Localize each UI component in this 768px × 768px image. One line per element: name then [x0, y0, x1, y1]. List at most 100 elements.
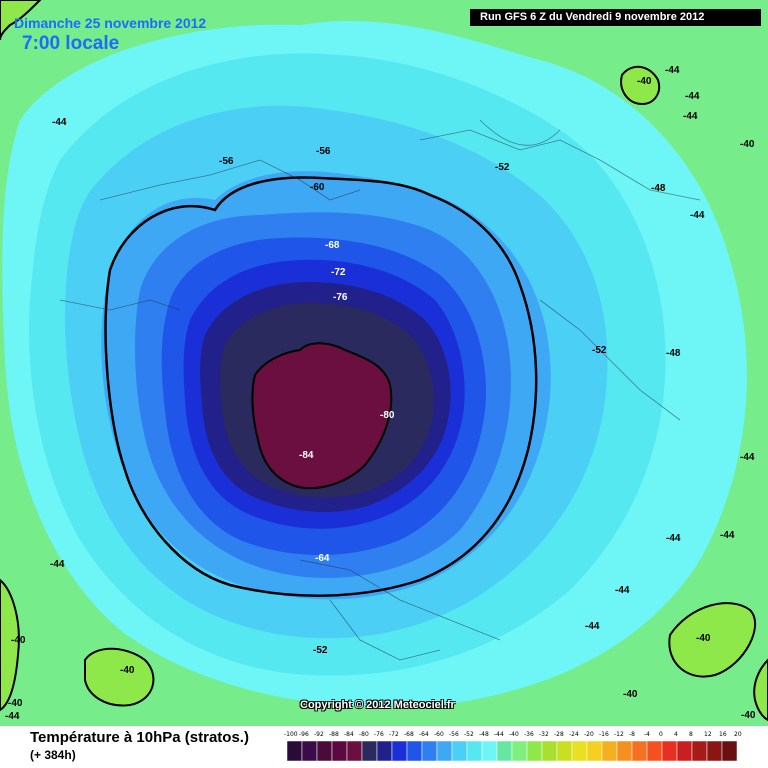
contour-label: -44 — [685, 91, 700, 102]
contour-label: -40 — [623, 689, 638, 700]
scale-swatch — [526, 740, 543, 762]
scale-tick-label: -88 — [329, 731, 339, 738]
scale-tick-label: -12 — [614, 731, 624, 738]
scale-tick-label: -40 — [509, 731, 519, 738]
scale-tick-label: -72 — [389, 731, 399, 738]
scale-tick-label: -8 — [629, 731, 635, 738]
run-banner: Run GFS 6 Z du Vendredi 9 novembre 2012 — [470, 9, 761, 26]
scale-tick-label: -48 — [479, 731, 489, 738]
scale-tick-label: 12 — [704, 731, 712, 738]
scale-swatch — [646, 740, 663, 762]
scale-tick-label: -96 — [299, 731, 309, 738]
forecast-lead-time: (+ 384h) — [30, 748, 76, 762]
scale-swatch — [346, 740, 363, 762]
forecast-date: Dimanche 25 novembre 2012 — [14, 15, 207, 31]
contour-label: -44 — [720, 530, 735, 541]
scale-swatch — [691, 740, 708, 762]
scale-tick-label: 8 — [689, 731, 693, 738]
scale-swatch — [481, 740, 498, 762]
scale-swatch — [661, 740, 678, 762]
scale-swatch — [286, 740, 303, 762]
scale-swatch — [676, 740, 693, 762]
contour-label: -80 — [380, 410, 395, 421]
contour-label: -52 — [592, 345, 607, 356]
scale-swatch — [571, 740, 588, 762]
scale-tick-label: -4 — [644, 731, 650, 738]
contour-label: -44 — [52, 117, 67, 128]
scale-tick-label: -84 — [344, 731, 354, 738]
contour-label: -60 — [310, 182, 325, 193]
scale-tick-label: -80 — [359, 731, 369, 738]
scale-swatch — [331, 740, 348, 762]
scale-swatch — [556, 740, 573, 762]
warm-patch-southeast — [668, 602, 756, 678]
scale-tick-label: -24 — [569, 731, 579, 738]
scale-swatch — [451, 740, 468, 762]
contour-label: -52 — [313, 645, 328, 656]
scale-swatch — [616, 740, 633, 762]
scale-swatch — [391, 740, 408, 762]
warm-patch-west — [0, 578, 20, 712]
scale-tick-label: -16 — [599, 731, 609, 738]
scale-swatch — [511, 740, 528, 762]
scale-tick-label: -20 — [584, 731, 594, 738]
scale-swatch — [421, 740, 438, 762]
temperature-map: -44 -56 -56 -60 -52 -48 -44 -40 -44 -44 … — [0, 0, 768, 726]
scale-swatch — [496, 740, 513, 762]
contour-label: -40 — [120, 665, 135, 676]
scale-swatch — [376, 740, 393, 762]
scale-tick-label: -36 — [524, 731, 534, 738]
contour-label: -44 — [5, 711, 20, 722]
map-canvas: -44 -56 -56 -60 -52 -48 -44 -40 -44 -44 … — [0, 0, 768, 726]
warm-patch-east-edge — [753, 658, 768, 722]
warm-patch-southwest — [84, 647, 155, 707]
contour-label: -40 — [8, 698, 23, 709]
contour-label: -44 — [615, 585, 630, 596]
contour-label: -48 — [651, 183, 666, 194]
scale-tick-label: -68 — [404, 731, 414, 738]
contour-label: -40 — [637, 76, 652, 87]
scale-swatch — [361, 740, 378, 762]
contour-label: -44 — [740, 452, 755, 463]
scale-tick-label: 16 — [719, 731, 727, 738]
scale-tick-label: -28 — [554, 731, 564, 738]
scale-tick-label: -56 — [449, 731, 459, 738]
scale-tick-label: -76 — [374, 731, 384, 738]
contour-label: -56 — [316, 146, 331, 157]
scale-swatch — [631, 740, 648, 762]
scale-swatch — [706, 740, 723, 762]
contour-label: -44 — [666, 533, 681, 544]
scale-tick-label: 20 — [734, 731, 742, 738]
contour-label: -52 — [495, 162, 510, 173]
scale-tick-label: 4 — [674, 731, 678, 738]
contour-label: -44 — [690, 210, 705, 221]
scale-tick-label: -44 — [494, 731, 504, 738]
forecast-time: 7:00 locale — [22, 33, 120, 54]
contour-label: -44 — [683, 111, 698, 122]
scale-tick-label: -92 — [314, 731, 324, 738]
contour-label: -72 — [331, 267, 346, 278]
isotherm-core-84 — [251, 342, 393, 490]
scale-swatch — [436, 740, 453, 762]
contour-label: -44 — [665, 65, 680, 76]
scale-tick-label: 0 — [659, 731, 663, 738]
contour-label: -40 — [741, 710, 756, 721]
scale-swatch — [466, 740, 483, 762]
scale-tick-label: -64 — [419, 731, 429, 738]
contour-label: -68 — [325, 240, 340, 251]
scale-tick-label: -60 — [434, 731, 444, 738]
scale-tick-label: -100 — [284, 731, 298, 738]
copyright-notice: Copyright © 2012 Meteociel.fr — [300, 699, 455, 711]
contour-label: -40 — [696, 633, 711, 644]
contour-label: -44 — [50, 559, 65, 570]
scale-swatch — [316, 740, 333, 762]
contour-labels: -44 -56 -56 -60 -52 -48 -44 -40 -44 -44 … — [5, 65, 756, 722]
isotherm-contour-bold — [104, 176, 538, 597]
coastlines — [59, 119, 701, 661]
contour-label: -84 — [299, 450, 314, 461]
legend-title: Température à 10hPa (stratos.) — [30, 729, 249, 746]
contour-label: -40 — [740, 139, 755, 150]
scale-swatch — [406, 740, 423, 762]
contour-label: -56 — [219, 156, 234, 167]
scale-swatch — [601, 740, 618, 762]
